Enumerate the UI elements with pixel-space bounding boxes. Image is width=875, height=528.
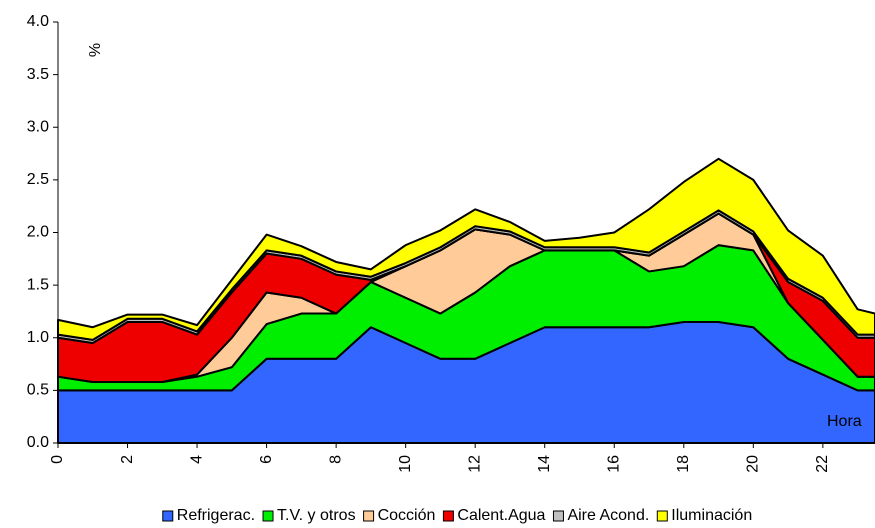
x-tick-label: 2 xyxy=(119,455,136,464)
x-tick-label: 20 xyxy=(745,455,762,473)
y-tick-label: 3.0 xyxy=(27,118,49,135)
legend-label: Refrigerac. xyxy=(177,507,255,524)
legend-swatch xyxy=(363,510,375,522)
y-tick-label: 1.5 xyxy=(27,276,49,293)
x-tick-label: 18 xyxy=(675,455,692,473)
legend-label: Calent.Agua xyxy=(457,507,545,524)
y-tick-label: 2.0 xyxy=(27,224,49,241)
legend-swatch xyxy=(552,510,564,522)
area xyxy=(57,157,875,341)
y-tick-label: 1.0 xyxy=(27,329,49,346)
x-tick-label: 0 xyxy=(49,455,66,464)
x-tick-label: 6 xyxy=(258,455,275,464)
x-axis-label: Hora xyxy=(827,413,862,430)
legend-label: Cocción xyxy=(378,507,436,524)
legend-label: Aire Acond. xyxy=(567,507,649,524)
x-tick-label: 4 xyxy=(188,455,205,464)
legend-swatch xyxy=(262,510,274,522)
y-tick-label: 0.0 xyxy=(27,434,49,451)
x-tick-label: 22 xyxy=(814,455,831,473)
legend-label: Iluminación xyxy=(671,507,752,524)
y-tick-label: 3.5 xyxy=(27,66,49,83)
y-tick-label: 2.5 xyxy=(27,171,49,188)
x-tick-label: 16 xyxy=(605,455,622,473)
x-tick-label: 12 xyxy=(466,455,483,473)
x-tick-label: 10 xyxy=(397,455,414,473)
y-tick-label: 0.5 xyxy=(27,382,49,399)
legend-label: T.V. y otros xyxy=(277,507,356,524)
x-tick-label: 8 xyxy=(327,455,344,464)
legend: Refrigerac. T.V. y otros Cocción Calent.Agu… xyxy=(162,507,752,524)
legend-swatch xyxy=(442,510,454,522)
y-tick-label: 4.0 xyxy=(27,13,49,30)
y-unit-label: % xyxy=(87,43,104,57)
legend-swatch xyxy=(656,510,668,522)
x-tick-label: 14 xyxy=(536,455,553,473)
legend-swatch xyxy=(162,510,174,522)
